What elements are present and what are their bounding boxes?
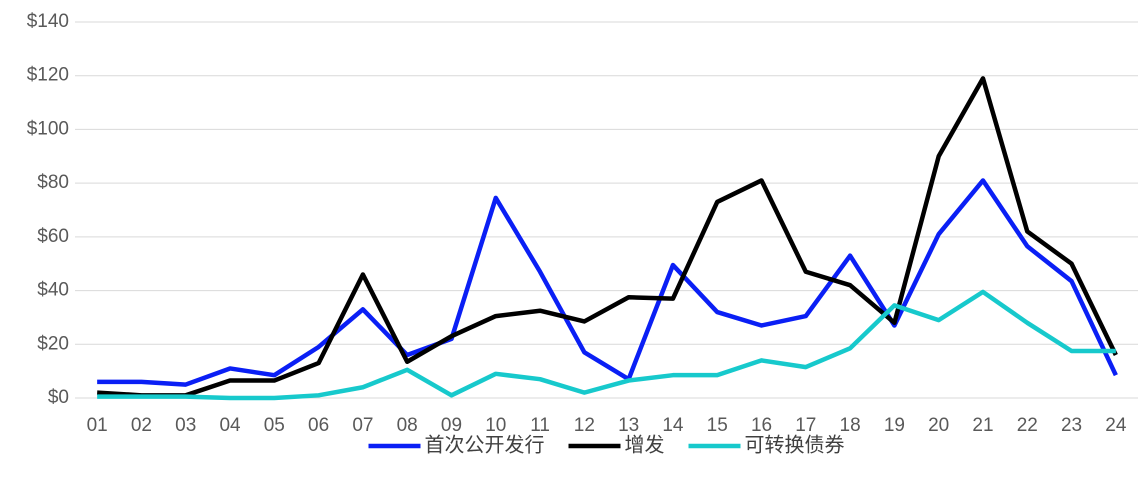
x-tick-label: 10: [485, 415, 506, 436]
legend-label: 增发: [625, 433, 665, 456]
x-tick-label: 23: [1061, 415, 1082, 436]
series-line: [97, 289, 1116, 401]
x-tick-label: 22: [1017, 415, 1038, 436]
y-tick-label: $140: [27, 11, 69, 32]
series-line: [97, 178, 1118, 387]
x-tick-label: 11: [530, 415, 550, 436]
x-tick-label: 21: [972, 415, 993, 436]
x-tick-label: 15: [707, 415, 728, 436]
x-tick-label: 09: [441, 415, 462, 436]
x-tick-label: 04: [219, 415, 241, 436]
legend-label: 首次公开发行: [425, 433, 545, 456]
x-tick-label: 12: [574, 415, 595, 436]
x-tick-label: 17: [795, 415, 816, 436]
legend-label: 可转换债券: [745, 433, 845, 456]
x-tick-label: 18: [840, 415, 861, 436]
x-tick-label: 01: [87, 415, 108, 436]
y-tick-label: $100: [27, 118, 69, 139]
x-tick-label: 05: [264, 415, 285, 436]
x-tick-label: 03: [175, 415, 196, 436]
x-tick-label: 06: [308, 415, 329, 436]
x-tick-label: 20: [928, 415, 949, 436]
x-tick-label: 14: [662, 415, 684, 436]
x-tick-label: 16: [751, 415, 772, 436]
series-line: [97, 76, 1118, 398]
y-tick-label: $40: [37, 280, 69, 301]
y-tick-label: $20: [37, 333, 69, 354]
y-tick-label: $120: [27, 65, 69, 86]
x-tick-label: 07: [352, 415, 373, 436]
y-tick-label: $80: [37, 172, 69, 193]
x-tick-label: 19: [884, 415, 905, 436]
x-tick-label: 08: [397, 415, 418, 436]
x-tick-label: 02: [131, 415, 152, 436]
x-tick-label: 13: [618, 415, 639, 436]
x-tick-label: 24: [1105, 415, 1127, 436]
y-tick-label: $60: [37, 226, 69, 247]
y-tick-label: $0: [48, 387, 69, 408]
